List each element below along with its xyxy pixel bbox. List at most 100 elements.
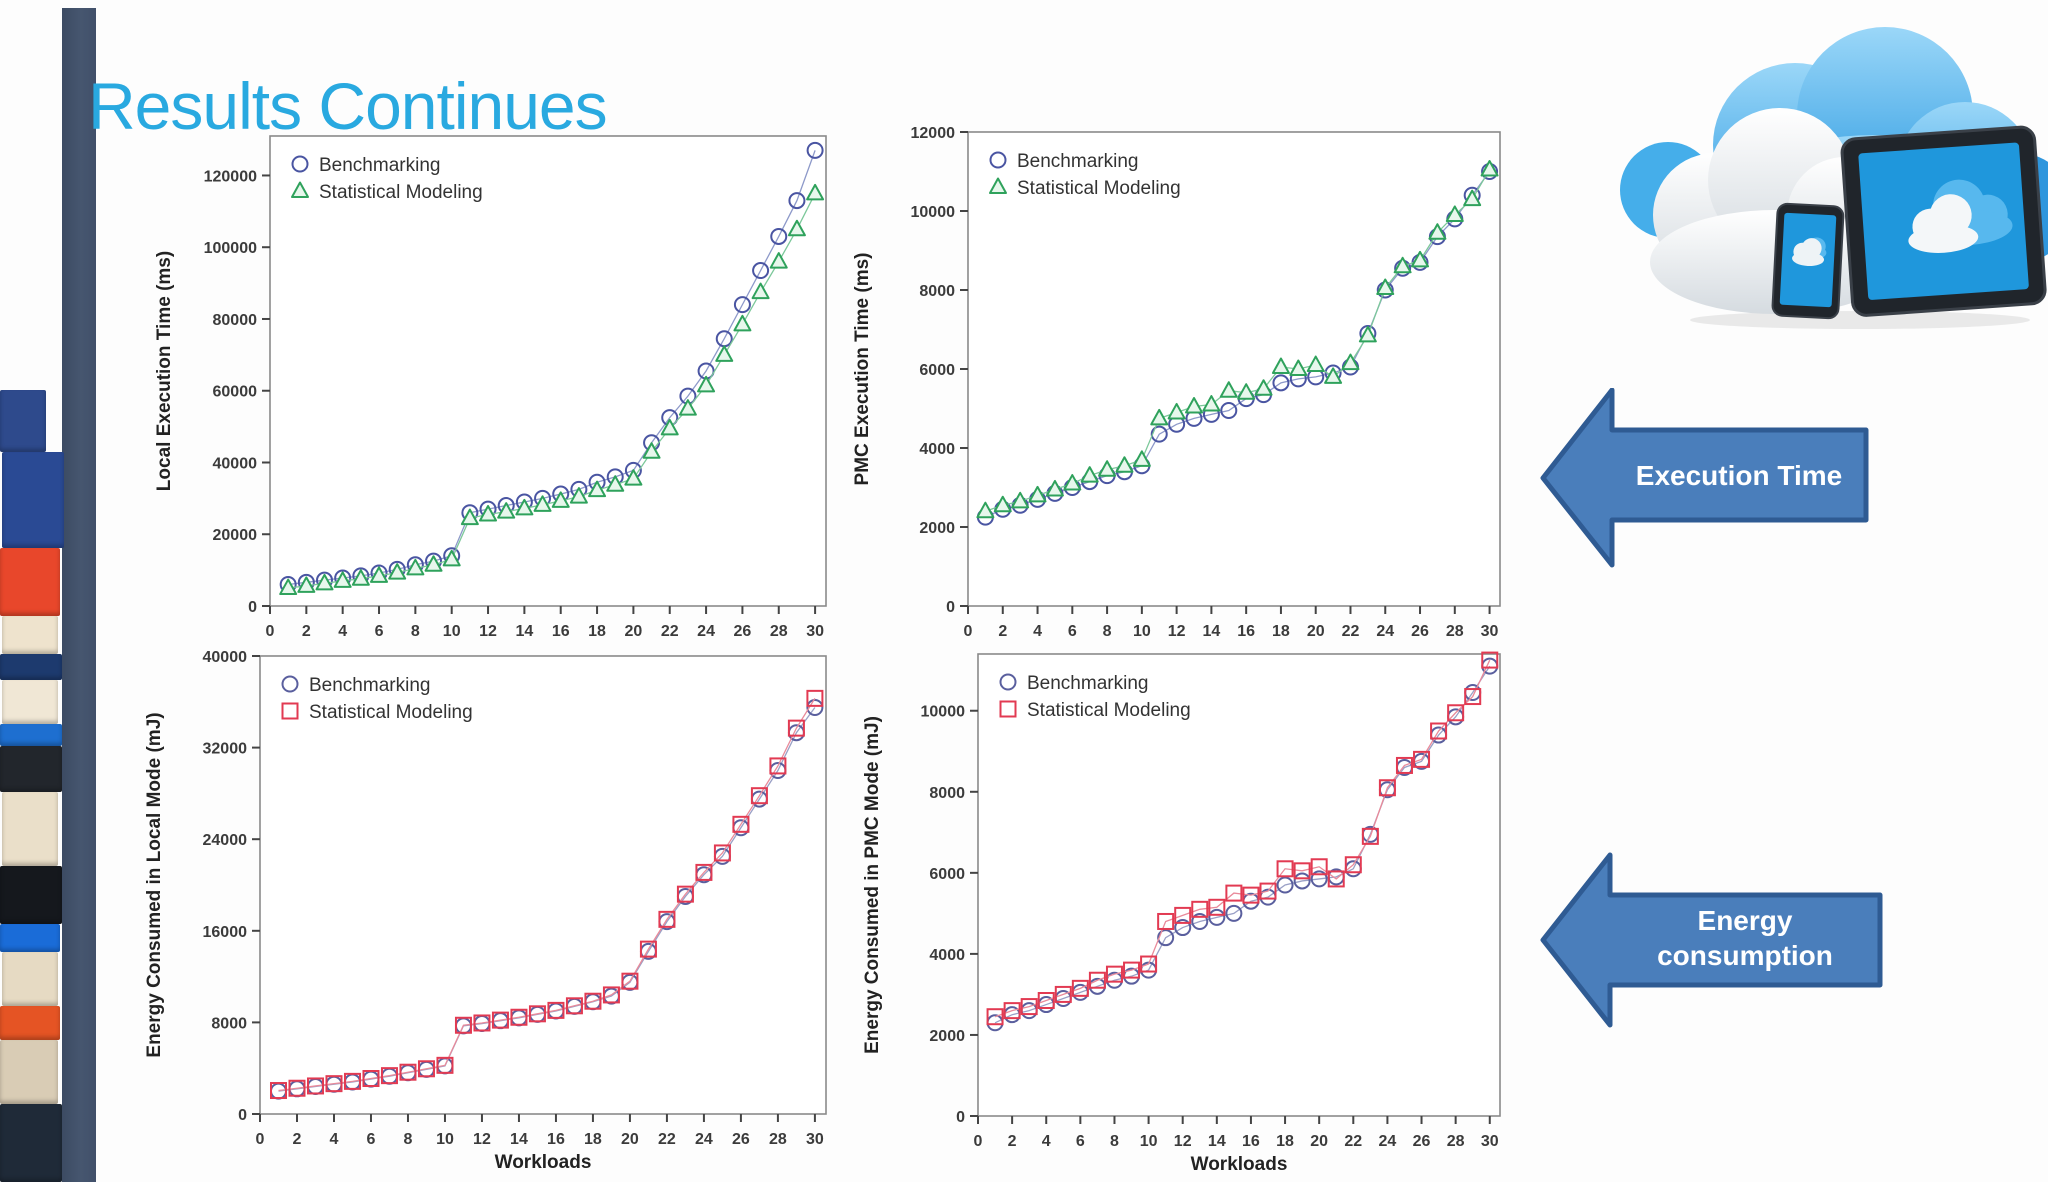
svg-text:6: 6	[1068, 623, 1077, 640]
svg-text:Statistical Modeling: Statistical Modeling	[1027, 700, 1191, 721]
svg-text:24: 24	[695, 1131, 713, 1148]
svg-text:100000: 100000	[204, 240, 257, 257]
svg-text:30: 30	[806, 1131, 824, 1148]
svg-text:60000: 60000	[213, 384, 258, 401]
svg-text:8000: 8000	[919, 283, 955, 300]
svg-text:2: 2	[302, 623, 311, 640]
svg-text:16: 16	[1237, 623, 1255, 640]
book-spine	[2, 792, 58, 866]
svg-text:Statistical Modeling: Statistical Modeling	[319, 182, 483, 203]
svg-text:Statistical Modeling: Statistical Modeling	[1017, 178, 1181, 199]
book-spine	[0, 654, 62, 680]
svg-text:28: 28	[770, 623, 788, 640]
book-spine	[2, 616, 58, 654]
svg-text:10000: 10000	[911, 204, 956, 221]
svg-text:30: 30	[1481, 1133, 1499, 1150]
svg-text:0: 0	[266, 623, 275, 640]
svg-text:12: 12	[1168, 623, 1186, 640]
svg-text:30: 30	[806, 623, 824, 640]
svg-text:Benchmarking: Benchmarking	[1017, 151, 1138, 172]
svg-text:18: 18	[1272, 623, 1290, 640]
svg-text:0: 0	[248, 599, 257, 616]
svg-text:24: 24	[1376, 623, 1394, 640]
svg-text:12: 12	[479, 623, 497, 640]
svg-text:6000: 6000	[929, 866, 965, 883]
svg-text:18: 18	[588, 623, 606, 640]
svg-text:4000: 4000	[919, 441, 955, 458]
svg-text:22: 22	[1342, 623, 1360, 640]
svg-text:2000: 2000	[919, 520, 955, 537]
chart-energy-local-mode: 0 8000 16000 24000 32000 40000 0 2 4 6 8 10 12 14 16 18…	[130, 640, 840, 1180]
svg-text:26: 26	[1413, 1133, 1431, 1150]
svg-text:20: 20	[1307, 623, 1325, 640]
svg-text:4000: 4000	[929, 947, 965, 964]
svg-text:4: 4	[1033, 623, 1042, 640]
svg-text:Benchmarking: Benchmarking	[309, 675, 430, 696]
svg-text:40000: 40000	[203, 649, 248, 666]
svg-text:20: 20	[625, 623, 643, 640]
phone-cloud-icon	[1792, 237, 1827, 267]
svg-text:12: 12	[1174, 1133, 1192, 1150]
phone-device	[1771, 202, 1845, 320]
svg-text:16000: 16000	[203, 924, 248, 941]
svg-text:22: 22	[661, 623, 679, 640]
svg-text:10000: 10000	[921, 704, 966, 721]
svg-text:Workloads: Workloads	[495, 1152, 592, 1173]
svg-text:16: 16	[547, 1131, 565, 1148]
svg-text:18: 18	[584, 1131, 602, 1148]
svg-text:10: 10	[436, 1131, 454, 1148]
svg-text:6: 6	[1076, 1133, 1085, 1150]
book-spine	[0, 390, 46, 452]
svg-text:10: 10	[1140, 1133, 1158, 1150]
svg-text:Benchmarking: Benchmarking	[1027, 673, 1148, 694]
svg-text:2: 2	[1008, 1133, 1017, 1150]
execution-time-arrow: Execution Time	[1540, 388, 1869, 568]
svg-text:28: 28	[1447, 1133, 1465, 1150]
chart-pmc-execution-time: 0 2000 4000 6000 8000 10000 12000 0 2 4 6 8 10 12 14 16…	[838, 116, 1514, 652]
energy-label-line2: consumption	[1657, 940, 1833, 971]
book-spine	[0, 1040, 58, 1104]
svg-text:16: 16	[1242, 1133, 1260, 1150]
svg-text:8000: 8000	[211, 1015, 247, 1032]
svg-text:24: 24	[1379, 1133, 1397, 1150]
left-arrow-shape	[1540, 388, 1869, 568]
svg-text:20000: 20000	[213, 527, 258, 544]
svg-text:2: 2	[293, 1131, 302, 1148]
svg-text:120000: 120000	[204, 168, 257, 185]
svg-text:22: 22	[1344, 1133, 1362, 1150]
svg-text:0: 0	[256, 1131, 265, 1148]
book-spine	[0, 548, 60, 616]
svg-text:24000: 24000	[203, 832, 248, 849]
svg-text:4: 4	[1042, 1133, 1051, 1150]
svg-text:26: 26	[732, 1131, 750, 1148]
svg-text:0: 0	[974, 1133, 983, 1150]
svg-text:14: 14	[515, 623, 533, 640]
energy-consumption-arrow: Energy consumption	[1540, 852, 1883, 1028]
book-spine	[2, 452, 64, 548]
svg-text:PMC Execution Time (ms): PMC Execution Time (ms)	[852, 253, 873, 486]
book-spine	[0, 866, 62, 924]
svg-text:80000: 80000	[213, 312, 258, 329]
svg-text:10: 10	[1133, 623, 1151, 640]
svg-text:22: 22	[658, 1131, 676, 1148]
tablet-cloud-icon	[1908, 179, 2013, 253]
bookshelf-pole	[62, 8, 96, 1182]
book-spine	[0, 924, 60, 952]
book-spine	[0, 1104, 62, 1182]
svg-text:Energy Consumed in Local Mode: Energy Consumed in Local Mode (mJ)	[144, 712, 165, 1057]
svg-text:8: 8	[1110, 1133, 1119, 1150]
execution-time-label: Execution Time	[1636, 460, 1842, 491]
svg-text:8000: 8000	[929, 785, 965, 802]
svg-text:8: 8	[411, 623, 420, 640]
svg-text:14: 14	[1208, 1133, 1226, 1150]
svg-text:Benchmarking: Benchmarking	[319, 155, 440, 176]
svg-text:Workloads: Workloads	[1191, 1154, 1288, 1175]
svg-text:6: 6	[375, 623, 384, 640]
svg-text:12: 12	[473, 1131, 491, 1148]
svg-text:Energy Consumed in PMC Mode (m: Energy Consumed in PMC Mode (mJ)	[862, 716, 883, 1054]
svg-text:0: 0	[964, 623, 973, 640]
svg-text:32000: 32000	[203, 741, 248, 758]
svg-text:28: 28	[1446, 623, 1464, 640]
ground-shadow	[1690, 311, 2030, 329]
